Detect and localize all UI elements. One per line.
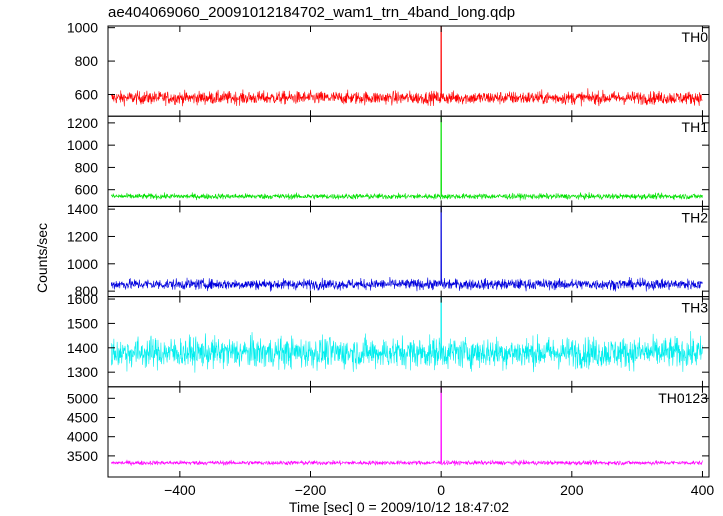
y-tick-label: 1400 <box>67 340 98 356</box>
panel-frame <box>107 25 710 117</box>
y-tick-label: 1600 <box>67 291 98 307</box>
y-tick-label: 3500 <box>67 448 98 464</box>
panel-frame <box>107 296 710 388</box>
panel-th1: 600 800 1000 1200 TH1 <box>67 115 710 207</box>
panel-label-th2: TH2 <box>682 209 709 225</box>
y-axis-label: Counts/sec <box>34 223 50 293</box>
panel-label-th0123: TH0123 <box>658 390 708 406</box>
x-tick-label: 0 <box>437 482 445 498</box>
y-tick-label: 4500 <box>67 410 98 426</box>
y-tick-label: 1400 <box>67 201 98 217</box>
y-tick-label: 5000 <box>67 390 98 406</box>
panels: 600 800 1000 TH0 600 800 1000 1200 TH1 800 1000 120… <box>67 20 710 478</box>
y-tick-label: 1000 <box>67 256 98 272</box>
panel-th0: 600 800 1000 TH0 <box>67 20 710 117</box>
y-tick-label: 800 <box>75 159 99 175</box>
panel-th3: 1300 1400 1500 1600 TH3 <box>67 291 710 388</box>
series-th3-line <box>110 296 703 373</box>
y-tick-label: 1200 <box>67 228 98 244</box>
panel-frame <box>107 386 710 478</box>
x-axis: −400 −200 0 200 400 <box>164 482 714 498</box>
y-tick-label: 1200 <box>67 115 98 131</box>
y-tick-label: 1000 <box>67 20 98 36</box>
panel-label-th1: TH1 <box>682 119 709 135</box>
series-th2-line <box>110 206 703 292</box>
y-tick-label: 800 <box>75 283 99 299</box>
series-th0-line <box>110 25 703 107</box>
panel-th0123: 3500 4000 4500 5000 TH0123 <box>67 386 710 478</box>
y-tick-label: 4000 <box>67 429 98 445</box>
y-tick-label: 1000 <box>67 137 98 153</box>
panel-label-th0: TH0 <box>682 29 709 45</box>
x-tick-label: 200 <box>560 482 584 498</box>
y-tick-label: 800 <box>75 53 99 69</box>
x-tick-label: −200 <box>295 482 327 498</box>
series-th0123-line <box>111 386 703 467</box>
panel-label-th3: TH3 <box>682 300 709 316</box>
y-tick-label: 1500 <box>67 315 98 331</box>
panel-th2: 800 1000 1200 1400 TH2 <box>67 201 710 299</box>
y-tick-label: 600 <box>75 182 99 198</box>
y-tick-label: 1300 <box>67 364 98 380</box>
x-tick-label: −400 <box>164 482 196 498</box>
panel-frame <box>107 115 710 207</box>
chart-title: ae404069060_20091012184702_wam1_trn_4ban… <box>108 4 515 21</box>
series-th1-line <box>111 116 703 201</box>
y-tick-label: 600 <box>75 86 99 102</box>
x-axis-label: Time [sec] 0 = 2009/10/12 18:47:02 <box>289 499 509 515</box>
x-tick-label: 400 <box>691 482 715 498</box>
